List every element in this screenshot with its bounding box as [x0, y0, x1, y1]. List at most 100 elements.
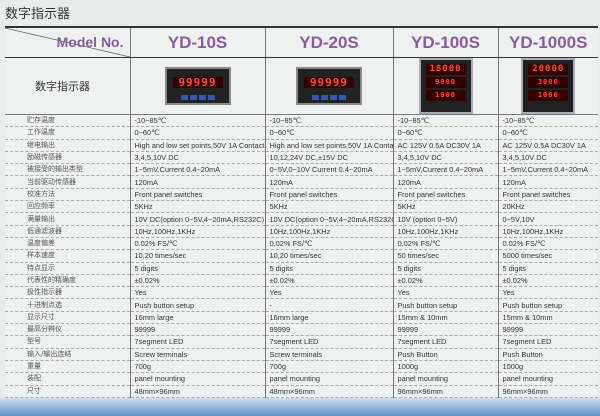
- spec-value: Push button setup: [130, 298, 266, 312]
- spec-value: 0~60℃: [130, 126, 266, 140]
- spec-value: 1~5mV,Current 0.4~20mA: [393, 163, 499, 177]
- spec-value: 5000 times/sec: [498, 249, 598, 263]
- spec-value: 5KHz: [130, 200, 266, 214]
- spec-value: -10~85℃: [265, 114, 394, 128]
- spec-value: 7segment LED: [265, 335, 394, 349]
- spec-value: 15mm & 10mm: [393, 311, 499, 325]
- product-image: 20000 3000 1000: [521, 58, 576, 114]
- spec-value: 3,4,5,10V DC: [498, 151, 598, 165]
- spec-value: 0.02% FS/℃: [498, 237, 598, 251]
- spec-value: Screw terminals: [130, 348, 266, 361]
- spec-value: AC 125V 0.5A DC30V 1A: [498, 139, 598, 152]
- spec-value: 10Hz,100Hz,1KHz: [393, 225, 499, 238]
- spec-value: 99999: [393, 323, 499, 337]
- spec-value: ±0.02%: [498, 274, 598, 288]
- spec-label: 工作温度: [5, 126, 131, 140]
- spec-value: 120mA: [393, 175, 499, 189]
- spec-value: 10Hz,100Hz,1KHz: [130, 225, 266, 238]
- model-name: YD-20S: [265, 28, 394, 58]
- spec-row: 型号 7segment LED 7segment LED 7segment LED 7s…: [5, 335, 598, 349]
- spec-row: 当前驱动传感器 120mA 120mA 120mA 120mA: [5, 175, 598, 189]
- spec-value: panel mounting: [265, 372, 394, 386]
- spec-row: 工作温度 0~60℃ 0~60℃ 0~60℃ 0~60℃: [5, 126, 598, 140]
- spec-value: 5 digits: [498, 262, 598, 275]
- spec-row: 满量输出 10V DC(option 0~5V,4~20mA,RS232C) 10V…: [5, 212, 598, 226]
- spec-value: Yes: [130, 286, 266, 300]
- spec-label: 显示尺寸: [5, 311, 131, 325]
- spec-label: 当前驱动传感器: [5, 175, 131, 189]
- spec-value: 20KHz: [498, 200, 598, 214]
- spec-value: -: [265, 298, 394, 312]
- spec-value: 7segment LED: [130, 335, 266, 349]
- spec-value: 5 digits: [393, 262, 499, 275]
- spec-value: High and low set points,50V 1A Contacts: [130, 139, 266, 152]
- model-name: YD-1000S: [498, 28, 598, 58]
- spec-row: 被接受的输出类型 1~5mV,Current 0.4~20mA 0~5V,0~10V…: [5, 163, 598, 177]
- spec-value: 5KHz: [393, 200, 499, 214]
- spec-value: Front panel switches: [130, 188, 266, 202]
- spec-value: 1~5mV,Current 0.4~20mA: [130, 163, 266, 177]
- spec-value: 10V (option 0~5V): [393, 212, 499, 226]
- spec-row: 校准方法 Front panel switches Front panel swit…: [5, 188, 598, 202]
- spec-row: 重量 700g 700g 1000g 1000g: [5, 360, 598, 374]
- spec-value: 120mA: [265, 175, 394, 189]
- spec-row: 代表性的精确度 ±0.02% ±0.02% ±0.02% ±0.02%: [5, 274, 598, 288]
- spec-value: 7segment LED: [393, 335, 499, 349]
- spec-value: 5KHz: [265, 200, 394, 214]
- spec-value: Front panel switches: [265, 188, 394, 202]
- spec-value: 16mm large: [130, 311, 266, 325]
- spec-label: 被接受的输出类型: [5, 163, 131, 177]
- model-no-label: Model No.: [5, 28, 131, 58]
- spec-label: 回应频率: [5, 200, 131, 214]
- spec-value: High and low set points,50V 1A Contacts: [265, 139, 394, 152]
- spec-value: Push Button: [393, 348, 499, 361]
- spec-value: 5 digits: [130, 262, 266, 275]
- spec-row: 尺寸 48mm×96mm 48mm×96mm 96mm×96mm 96mm×96mm: [5, 385, 598, 398]
- spec-value: 1~5mV,Current 0.4~20mA: [498, 163, 598, 177]
- spec-value: AC 125V 0.5A DC30V 1A: [393, 139, 499, 152]
- product-image: 99999: [296, 67, 362, 105]
- spec-row: 继电输出 High and low set points,50V 1A Conta…: [5, 139, 598, 152]
- spec-value: Push button setup: [498, 298, 598, 312]
- spec-value: 120mA: [130, 175, 266, 189]
- spec-row: 励磁传感器 3,4,5,10V DC 10,12,24V DC,±15V DC 3,4…: [5, 151, 598, 165]
- spec-value: 10Hz,100Hz,1KHz: [498, 225, 598, 238]
- spec-value: 10V DC(option 0~5V,4~20mA,RS232C): [265, 212, 394, 226]
- spec-label: 励磁传感器: [5, 151, 131, 165]
- spec-label: 特点显示: [5, 262, 131, 275]
- spec-value: 99999: [265, 323, 394, 337]
- spec-value: Front panel switches: [498, 188, 598, 202]
- spec-value: Push button setup: [393, 298, 499, 312]
- spec-value: 0~60℃: [265, 126, 394, 140]
- spec-row: 低通滤波器 10Hz,100Hz,1KHz 10Hz,100Hz,1KHz 10Hz,…: [5, 225, 598, 238]
- spec-label: 样本速度: [5, 249, 131, 263]
- header-row: Model No. YD-10S YD-20S YD-100S YD-1000S: [5, 28, 598, 58]
- spec-value: 700g: [130, 360, 266, 374]
- spec-value: Push Button: [498, 348, 598, 361]
- model-name: YD-10S: [130, 28, 266, 58]
- spec-value: -10~85℃: [130, 114, 266, 128]
- spec-label: 尺寸: [5, 385, 131, 398]
- spec-value: 10,20 times/sec: [130, 249, 266, 263]
- spec-row: 最高分辨仪 99999 99999 99999 99999: [5, 323, 598, 337]
- spec-row: 装配 panel mounting panel mounting panel moun…: [5, 372, 598, 386]
- spec-value: 0~60℃: [393, 126, 499, 140]
- spec-value: 3,4,5,10V DC: [393, 151, 499, 165]
- spec-value: 0~5V,10V: [498, 212, 598, 226]
- spec-value: 50 times/sec: [393, 249, 499, 263]
- spec-value: panel mounting: [130, 372, 266, 386]
- spec-value: 10V DC(option 0~5V,4~20mA,RS232C): [130, 212, 266, 226]
- spec-label: 型号: [5, 335, 131, 349]
- spec-value: Yes: [393, 286, 499, 300]
- spec-label: 满量输出: [5, 212, 131, 226]
- spec-label: 最高分辨仪: [5, 323, 131, 337]
- footer-band: [0, 398, 600, 416]
- spec-row: 特点显示 5 digits 5 digits 5 digits 5 digits: [5, 262, 598, 275]
- spec-value: 99999: [498, 323, 598, 337]
- spec-value: 96mm×96mm: [498, 385, 598, 398]
- spec-label: 极性指示器: [5, 286, 131, 300]
- spec-value: 3,4,5,10V DC: [130, 151, 266, 165]
- spec-value: 48mm×96mm: [130, 385, 266, 398]
- spec-value: Front panel switches: [393, 188, 499, 202]
- spec-row: 十进制点选 Push button setup - Push button setup…: [5, 298, 598, 312]
